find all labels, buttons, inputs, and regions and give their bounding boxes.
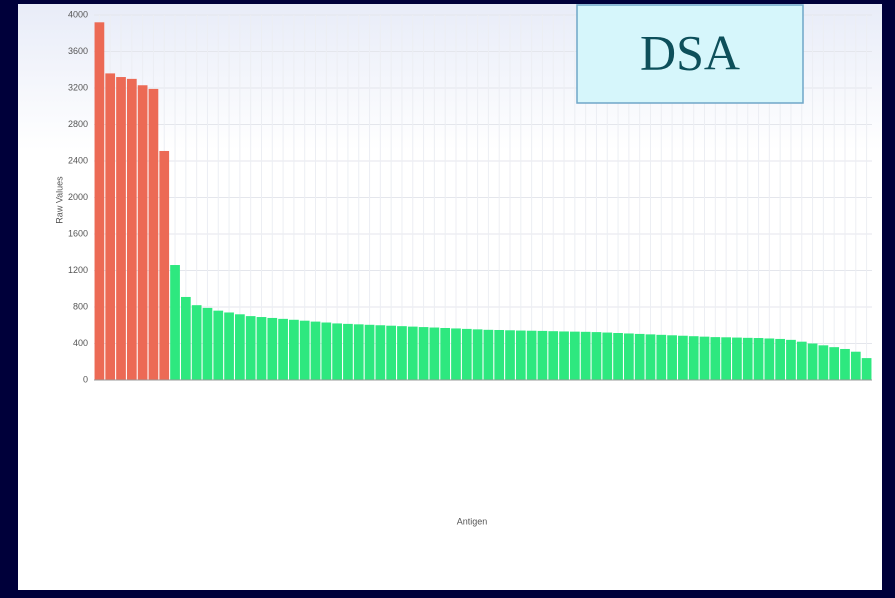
y-tick-label: 400: [73, 338, 88, 348]
bar: [667, 335, 677, 380]
bar: [310, 321, 321, 380]
bar: [289, 319, 299, 380]
x-axis-label: Antigen: [457, 516, 488, 526]
bar: [483, 329, 494, 380]
bar: [688, 336, 699, 380]
bar: [375, 325, 386, 380]
bar: [505, 330, 515, 380]
bar: [159, 150, 170, 380]
bar: [796, 341, 807, 380]
bar: [321, 322, 332, 380]
bar: [710, 337, 721, 380]
bar: [559, 331, 569, 380]
bar: [742, 337, 753, 380]
bar: [343, 323, 353, 380]
y-tick-label: 2800: [68, 119, 88, 129]
bar: [656, 334, 667, 380]
bar: [116, 77, 126, 381]
bar: [537, 330, 548, 380]
bar: [170, 265, 180, 380]
bar: [245, 316, 256, 380]
y-tick-label: 2000: [68, 192, 88, 202]
bar: [645, 334, 656, 380]
plot: 0 400 800 1200 1600 2000 2400 2800 3200 3600 4000: [68, 9, 872, 384]
bar: [451, 328, 461, 380]
bar: [105, 73, 116, 381]
bar: [526, 330, 537, 380]
bar: [386, 325, 397, 380]
bar: [397, 326, 407, 380]
bar: [429, 327, 440, 380]
bar: [624, 333, 634, 380]
y-tick-label: 3600: [68, 46, 88, 56]
bar: [786, 339, 796, 380]
bar: [235, 314, 245, 380]
title-box: [576, 4, 804, 104]
bar: [94, 22, 105, 381]
bar: [202, 307, 213, 380]
bar: [364, 324, 375, 380]
bar: [256, 317, 267, 380]
bar: [764, 338, 775, 380]
bar: [678, 335, 688, 380]
bar: [440, 327, 451, 380]
bar: [267, 317, 278, 380]
bar: [126, 78, 137, 380]
bar: [407, 326, 418, 380]
bar: [148, 88, 159, 380]
bar: [602, 332, 613, 380]
bar: [591, 332, 602, 380]
chart-title: DSA: [640, 24, 740, 80]
y-axis-label: Raw Values: [54, 176, 64, 224]
bar: [818, 345, 829, 380]
bar: [515, 330, 526, 380]
bar: [634, 333, 645, 380]
bar: [613, 333, 623, 380]
bar: [299, 320, 310, 380]
y-tick-label: 0: [83, 374, 88, 384]
bar: [180, 296, 191, 380]
y-tick-label: 1600: [68, 228, 88, 238]
y-tick-label: 2400: [68, 155, 88, 165]
bar: [278, 318, 288, 380]
bar: [569, 331, 580, 380]
y-tick-label: 4000: [68, 9, 88, 19]
bar: [224, 312, 234, 380]
bar: [753, 338, 764, 380]
y-tick-label: 800: [73, 301, 88, 311]
bar: [807, 343, 818, 380]
y-tick-label: 3200: [68, 82, 88, 92]
bar: [418, 327, 429, 380]
bar: [840, 348, 850, 380]
bar: [721, 337, 731, 380]
bar: [213, 310, 224, 380]
bar: [472, 329, 483, 380]
bar: [850, 351, 861, 380]
bar: [494, 329, 505, 380]
bar: [699, 336, 710, 380]
bar: [775, 338, 786, 380]
bar: [861, 358, 872, 380]
y-tick-label: 1200: [68, 265, 88, 275]
bar: [353, 324, 364, 380]
bar: [732, 337, 742, 380]
bar: [137, 85, 148, 380]
bar: [580, 331, 591, 380]
bar: [461, 328, 472, 380]
bar: [332, 323, 342, 380]
bar: [829, 347, 840, 380]
bar: [191, 305, 202, 380]
bar: [548, 331, 559, 380]
